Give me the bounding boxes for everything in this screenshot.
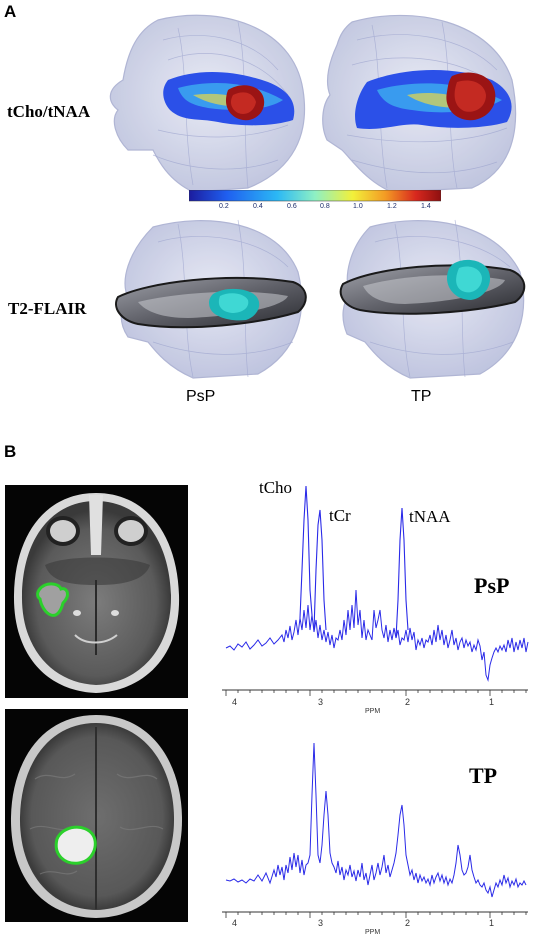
colorbar-tick: 1.4 bbox=[421, 203, 431, 210]
head-render-psp-flair bbox=[115, 219, 307, 379]
colorbar-tick: 1.0 bbox=[353, 203, 363, 210]
colorbar-tick: 0.2 bbox=[219, 203, 229, 210]
colorbar bbox=[189, 190, 441, 202]
mri-axial-slice-psp bbox=[5, 485, 188, 698]
row-label-tcho-tnaa: tCho/tNAA bbox=[7, 102, 91, 121]
ppm-axis-psp bbox=[222, 689, 528, 696]
head-render-tp-flair bbox=[339, 219, 526, 379]
ppm-tick: 4 bbox=[232, 918, 238, 928]
column-label-tp: TP bbox=[411, 388, 432, 405]
ppm-tick: 4 bbox=[232, 697, 238, 707]
ppm-tick: 2 bbox=[405, 697, 411, 707]
ppm-tick: 2 bbox=[405, 918, 411, 928]
spectrum-psp bbox=[225, 485, 529, 682]
row-label-t2-flair: T2-FLAIR bbox=[8, 299, 87, 318]
ppm-tick: 3 bbox=[318, 918, 324, 928]
colorbar-tick: 0.4 bbox=[253, 203, 263, 210]
ppm-tick: 1 bbox=[489, 697, 495, 707]
peak-label-tnaa: tNAA bbox=[409, 507, 451, 526]
ppm-tick: 1 bbox=[489, 918, 495, 928]
panel-b-label: B bbox=[4, 442, 17, 461]
panel-a-label: A bbox=[4, 2, 17, 21]
colorbar-tick: 0.6 bbox=[287, 203, 297, 210]
colorbar-tick: 0.8 bbox=[320, 203, 330, 210]
head-render-psp-tcho bbox=[109, 14, 306, 193]
ppm-axis-title: PPM bbox=[365, 708, 381, 715]
spectrum-condition-psp: PsP bbox=[474, 573, 510, 598]
spectrum-condition-tp: TP bbox=[469, 763, 498, 788]
ppm-axis-tp bbox=[222, 911, 528, 918]
ppm-axis-title: PPM bbox=[365, 929, 381, 936]
colorbar-tick: 1.2 bbox=[387, 203, 397, 210]
peak-label-tcho: tCho bbox=[259, 478, 293, 497]
column-label-psp: PsP bbox=[186, 388, 216, 405]
peak-label-tcr: tCr bbox=[329, 506, 351, 525]
ppm-tick: 3 bbox=[318, 697, 324, 707]
head-render-tp-tcho bbox=[322, 14, 517, 193]
spectrum-tp bbox=[225, 742, 527, 898]
mri-axial-slice-tp bbox=[5, 709, 188, 922]
